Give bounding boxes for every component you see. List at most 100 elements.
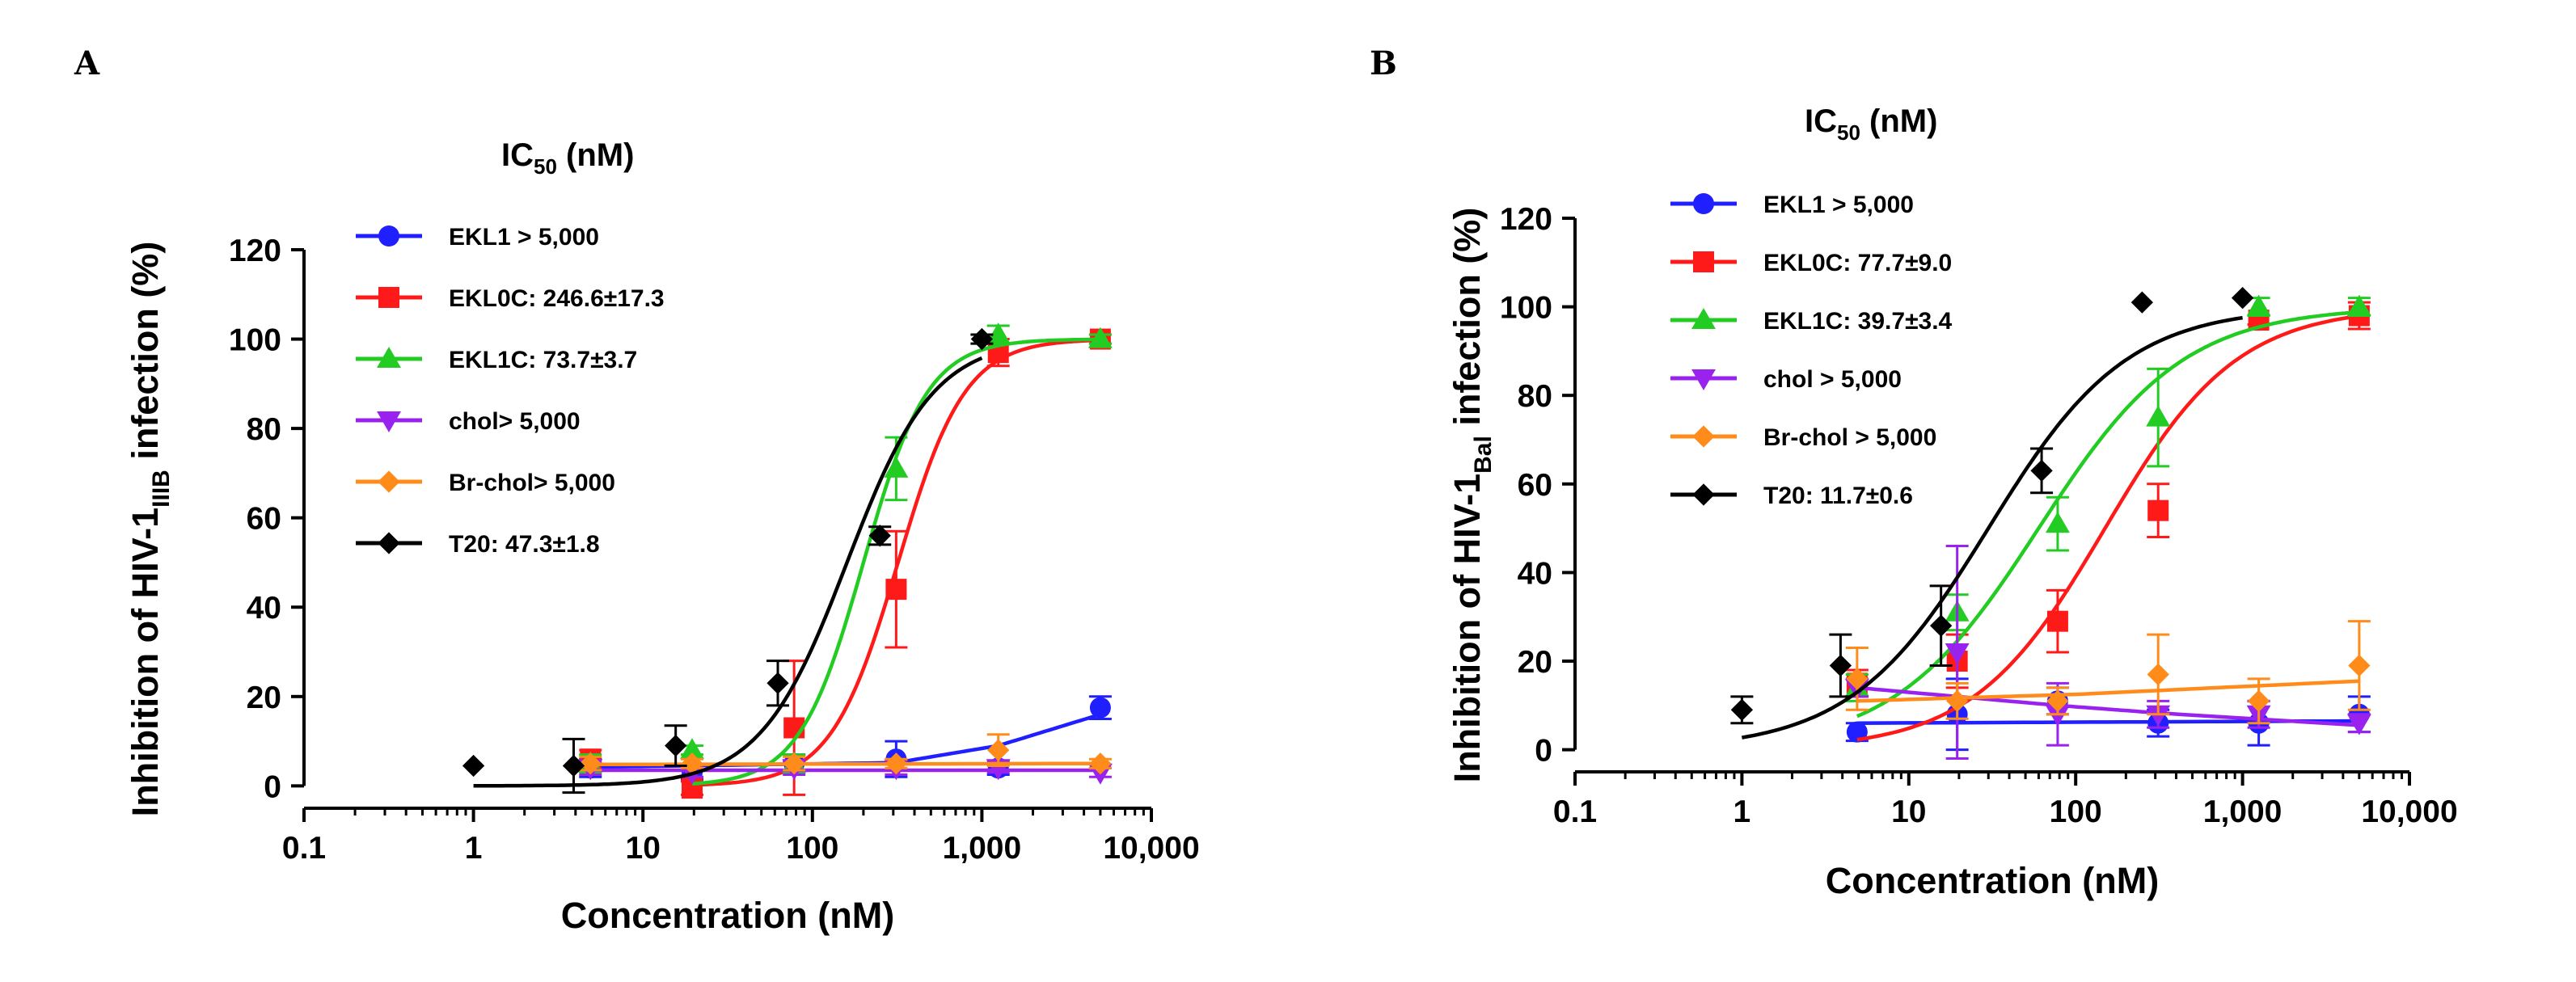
legend-title-subscript: 50 <box>534 154 557 179</box>
series-br-chol <box>1845 620 2371 725</box>
legend-item-ekl1c: EKL1C: 73.7±3.7 <box>356 347 637 373</box>
data-point <box>2246 294 2271 316</box>
x-tick-label: 0.1 <box>1553 794 1597 829</box>
data-point <box>2046 610 2068 632</box>
legend-item-ekl0c: EKL0C: 246.6±17.3 <box>356 285 665 312</box>
legend-label: T20: 11.7±0.6 <box>1763 483 1913 509</box>
legend-title-subscript: 50 <box>1837 120 1860 145</box>
series-ekl1c <box>578 322 1113 786</box>
x-tick-label: 10 <box>1891 794 1926 829</box>
legend-marker <box>1693 193 1714 214</box>
data-point <box>1930 614 1953 637</box>
legend-item-ekl0c: EKL0C: 77.7±9.0 <box>1670 250 1952 276</box>
y-axis-label-rest: infection (%) <box>125 242 166 470</box>
fit-curve <box>590 761 1100 767</box>
legend-item-ekl1c: EKL1C: 39.7±3.4 <box>1670 308 1953 335</box>
legend-marker <box>377 411 401 432</box>
series-ekl1c <box>1844 294 2371 719</box>
x-tick-label: 10 <box>626 831 661 866</box>
legend-label: EKL1 > 5,000 <box>449 224 599 251</box>
data-point <box>1089 752 1112 775</box>
x-axis-label: Concentration (nM) <box>1826 860 2159 901</box>
data-point <box>1846 668 1869 690</box>
data-point <box>2030 459 2053 483</box>
legend-label: Br-chol > 5,000 <box>1763 424 1936 451</box>
data-point <box>766 672 789 694</box>
y-axis-label: Inhibition of HIV-1IIIB infection (%) <box>125 242 175 817</box>
panel-letter: A <box>74 44 100 82</box>
series-ekl1 <box>1845 677 2371 752</box>
legend-marker <box>1691 369 1716 390</box>
data-point <box>868 525 891 547</box>
legend-marker <box>377 347 401 369</box>
legend-marker <box>1691 308 1716 330</box>
legend-label: EKL1C: 73.7±3.7 <box>449 347 637 373</box>
chart-panel-B: B 0 20 40 60 80 100 120 0.1 1 10 100 1,000 10,000 Conc… <box>1370 44 2458 901</box>
y-tick-label: 20 <box>247 681 281 715</box>
data-point <box>2045 512 2070 533</box>
legend-item-t20: T20: 47.3±1.8 <box>356 531 600 558</box>
data-point <box>2146 405 2171 427</box>
data-point <box>2147 499 2169 521</box>
y-axis-label-subscript: Bal <box>1470 436 1497 474</box>
legend-label: chol > 5,000 <box>1763 366 1902 393</box>
legend-title: IC50 (nM) <box>1805 103 1937 145</box>
y-tick-label: 120 <box>1500 202 1552 237</box>
y-axis-label: Inhibition of HIV-1Bal infection (%) <box>1446 208 1497 783</box>
y-axis-label-subscript: IIIB <box>148 470 175 508</box>
data-point <box>579 752 602 775</box>
data-point <box>2130 291 2153 314</box>
legend-label: Br-chol> 5,000 <box>449 470 615 496</box>
fit-curve <box>590 712 1101 769</box>
x-tick-label: 100 <box>2050 794 2102 829</box>
data-point <box>2231 286 2254 310</box>
legend-item-ekl1: EKL1 > 5,000 <box>1670 192 1914 218</box>
fit-curve <box>1856 314 2360 742</box>
x-tick-label: 10,000 <box>2361 794 2457 829</box>
y-tick-label: 20 <box>1518 645 1552 680</box>
data-point <box>2247 689 2270 712</box>
legend-label: EKL1 > 5,000 <box>1763 192 1914 218</box>
legend-label: EKL0C: 246.6±17.3 <box>449 285 665 312</box>
series-chol <box>1844 545 2371 761</box>
x-tick-label: 1 <box>465 831 483 866</box>
data-point <box>2346 294 2371 316</box>
series-t20 <box>1730 286 2254 740</box>
y-tick-label: 80 <box>247 412 281 447</box>
x-tick-label: 1 <box>1734 794 1751 829</box>
data-point <box>884 456 909 478</box>
legend-item-t20: T20: 11.7±0.6 <box>1670 483 1913 509</box>
legend-title-unit: (nM) <box>1860 103 1938 139</box>
x-tick-label: 0.1 <box>282 831 326 866</box>
y-tick-label: 120 <box>229 234 281 268</box>
legend-marker <box>1693 251 1714 272</box>
y-tick-label: 80 <box>1518 379 1552 414</box>
data-point <box>681 752 703 775</box>
y-tick-label: 60 <box>1518 468 1552 503</box>
x-tick-label: 1,000 <box>2203 794 2283 829</box>
legend-item-ekl1: EKL1 > 5,000 <box>356 224 599 251</box>
data-point <box>1730 698 1754 721</box>
legend-item-br-chol: Br-chol> 5,000 <box>356 470 615 496</box>
y-tick-label: 40 <box>247 591 281 626</box>
legend-marker <box>378 225 399 247</box>
legend-title-main: IC <box>1805 103 1837 139</box>
legend-marker <box>1692 425 1715 448</box>
legend-marker <box>1692 483 1715 506</box>
data-point <box>1089 697 1111 719</box>
legend-label: EKL0C: 77.7±9.0 <box>1763 250 1952 276</box>
y-tick-label: 100 <box>229 323 281 358</box>
data-point <box>2046 689 2069 712</box>
fit-curve <box>1856 679 2359 703</box>
data-point <box>462 754 485 778</box>
data-point <box>1087 327 1113 348</box>
legend-title: IC50 (nM) <box>501 137 634 179</box>
legend-label: EKL1C: 39.7±3.4 <box>1763 308 1953 335</box>
legend-title-main: IC <box>501 137 534 173</box>
y-axis-label-main: Inhibition of HIV-1 <box>125 508 166 816</box>
y-tick-label: 0 <box>264 769 281 804</box>
data-point <box>986 322 1011 344</box>
legend-label: T20: 47.3±1.8 <box>449 531 600 558</box>
data-point <box>885 579 907 601</box>
